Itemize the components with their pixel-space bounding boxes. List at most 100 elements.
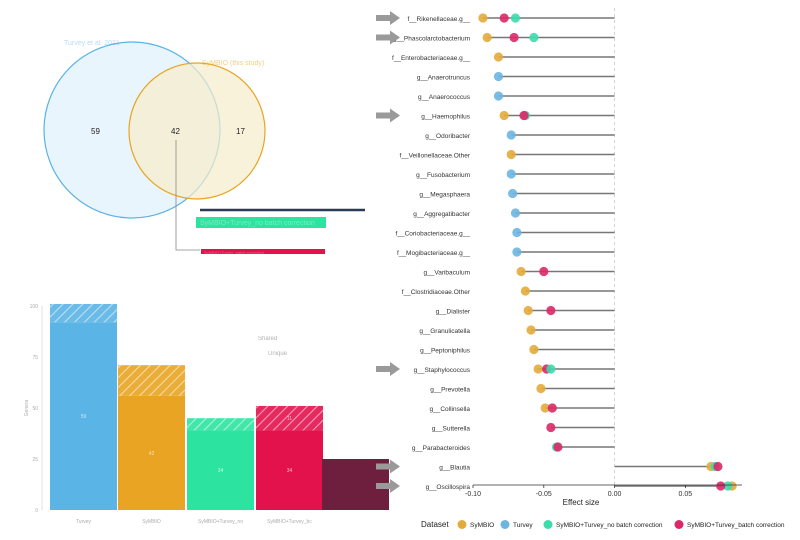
highlight-arrow-icon [376, 108, 400, 123]
bar-y-tick-label: 75 [32, 355, 38, 361]
venn-callout-nobatch-box [196, 217, 326, 228]
lollipop-point [509, 32, 519, 43]
venn-count-only-a: 59 [91, 127, 100, 136]
lollipop-point [506, 149, 516, 160]
lollipop-point [723, 481, 733, 491]
taxon-label: g__Granulicatella [419, 328, 470, 335]
x-tick-label: 0.00 [608, 491, 622, 498]
taxon-label: g__Anaerotruncus [417, 75, 471, 82]
venn-callout-line [175, 140, 200, 251]
bar-y-tick-label: 25 [32, 457, 38, 463]
highlight-arrow-icon [376, 479, 400, 493]
taxon-row: g__Sutterella [432, 422, 615, 433]
taxon-row: g__Parabacteroides [412, 442, 615, 452]
bar-chart-y-label: Genera [24, 399, 30, 416]
bar [118, 395, 185, 510]
lollipop-point [508, 188, 518, 199]
lollipop-point [512, 227, 522, 238]
lollipop-point [493, 91, 504, 101]
lollipop-point [499, 13, 509, 23]
bar [187, 430, 254, 510]
taxon-label: g__Aggregatibacter [413, 211, 471, 218]
taxon-row: g__Aggregatibacter [413, 208, 615, 218]
taxon-label: g__Odoribacter [425, 133, 471, 140]
venn-count-both: 42 [171, 127, 180, 136]
taxon-label: g__Collinsella [430, 406, 471, 413]
legend-swatch [500, 520, 510, 529]
highlight-arrow-icon [376, 362, 400, 376]
taxon-row: f__Veillonellaceae.Other [400, 149, 615, 160]
venn-callout-batch-box [201, 249, 325, 254]
bar-category-label: SyMBIO+Turvey_no [198, 519, 243, 525]
x-tick-label: -0.05 [536, 491, 552, 498]
venn-set-b-label: SyMBIO (this study) [202, 60, 264, 67]
bar-legend-shared: Shared [258, 336, 277, 342]
taxon-label: g__Varibaculum [424, 270, 471, 277]
taxon-label: g__Megasphaera [419, 192, 470, 199]
bar-y-tick-label: 0 [35, 508, 38, 514]
bar [256, 430, 323, 510]
legend: Dataset SyMBIO Turvey SyMBIO+Turvey_no bat… [421, 520, 785, 529]
taxon-row: g__Fusobacterium [416, 169, 615, 179]
taxon-row: f__Coriobacteriaceae.g__ [396, 227, 615, 238]
taxon-label: g__Dialister [436, 309, 471, 316]
taxon-row: g__Oscillospira [376, 479, 737, 493]
taxon-row: f__Mogibacteriaceae.g__ [397, 247, 615, 257]
legend-swatch [674, 520, 684, 529]
taxon-label: f__Enterobacteriaceae.g__ [392, 55, 470, 62]
x-tick-label: -0.10 [465, 491, 481, 498]
venn-count-only-b: 17 [236, 127, 245, 136]
lollipop-point [516, 266, 526, 277]
taxon-label: g__Anaerococcus [418, 94, 471, 101]
taxon-row: g__Prevotella [430, 383, 615, 394]
taxon-row: g__Blautia [376, 459, 723, 474]
bar [50, 322, 117, 510]
taxon-row: g__Granulicatella [419, 325, 615, 335]
lollipop-point [506, 130, 516, 140]
taxon-label: g__Oscillospira [426, 484, 471, 491]
venn-diagram: Turvey et al. 2021 SyMBIO (this study) 5… [43, 40, 365, 255]
legend-item-label: SyMBIO [470, 522, 494, 529]
taxon-label: f__Coriobacteriaceae.g__ [396, 231, 471, 238]
lollipop-point [546, 422, 556, 433]
lollipop-point [539, 266, 549, 277]
lollipop-point [499, 110, 509, 121]
venn-callout-nobatch-label: SyMBIO+Turvey_no batch correction [200, 220, 315, 227]
lollipop-point [540, 403, 550, 413]
bar-hatch-pattern [118, 365, 185, 396]
lollipop-chart: f__Rikenellaceae.g__ g__Phascolarctobacte… [376, 8, 785, 529]
bar-data-label: 59 [81, 414, 87, 420]
highlight-arrow-icon [376, 11, 400, 25]
lollipop-point [533, 364, 543, 374]
bar-category-label: SyMBIO+Turvey_bc [267, 519, 312, 525]
lollipop-point [482, 32, 492, 43]
lollipop-point [493, 71, 504, 82]
taxon-row: g__Phascolarctobacterium [376, 30, 615, 45]
bar-hatch-pattern [187, 418, 254, 431]
bar-data-label: 34 [218, 468, 224, 474]
lollipop-point [506, 169, 516, 179]
taxon-label: g__Blautia [439, 465, 470, 472]
taxon-label: f__Rikenellaceae.g__ [407, 16, 470, 23]
lollipop-point [716, 481, 726, 491]
taxon-row: g__Varibaculum [424, 266, 615, 277]
bar-data-label: 42 [149, 451, 155, 457]
taxon-row: g__Staphylococcus [376, 362, 615, 376]
bar-hatch-pattern [50, 303, 117, 323]
legend-swatch [457, 520, 467, 529]
legend-item-label: Turvey [513, 522, 533, 529]
taxon-row: g__Odoribacter [425, 130, 615, 140]
highlight-arrow-icon [376, 459, 400, 474]
legend-title: Dataset [421, 520, 449, 529]
taxon-label: f__Mogibacteriaceae.g__ [397, 250, 470, 257]
taxon-label: g__Peptoniphilus [420, 348, 471, 355]
taxon-label: g__Sutterella [432, 426, 471, 433]
x-axis-title: Effect size [563, 498, 600, 507]
venn-set-b-circle [128, 62, 266, 200]
taxon-row: g__Anaerococcus [418, 91, 615, 101]
taxon-label: g__Prevotella [430, 387, 470, 394]
lollipop-point [713, 461, 723, 472]
taxon-row: f__Enterobacteriaceae.g__ [392, 52, 615, 62]
lollipop-point [536, 383, 546, 394]
